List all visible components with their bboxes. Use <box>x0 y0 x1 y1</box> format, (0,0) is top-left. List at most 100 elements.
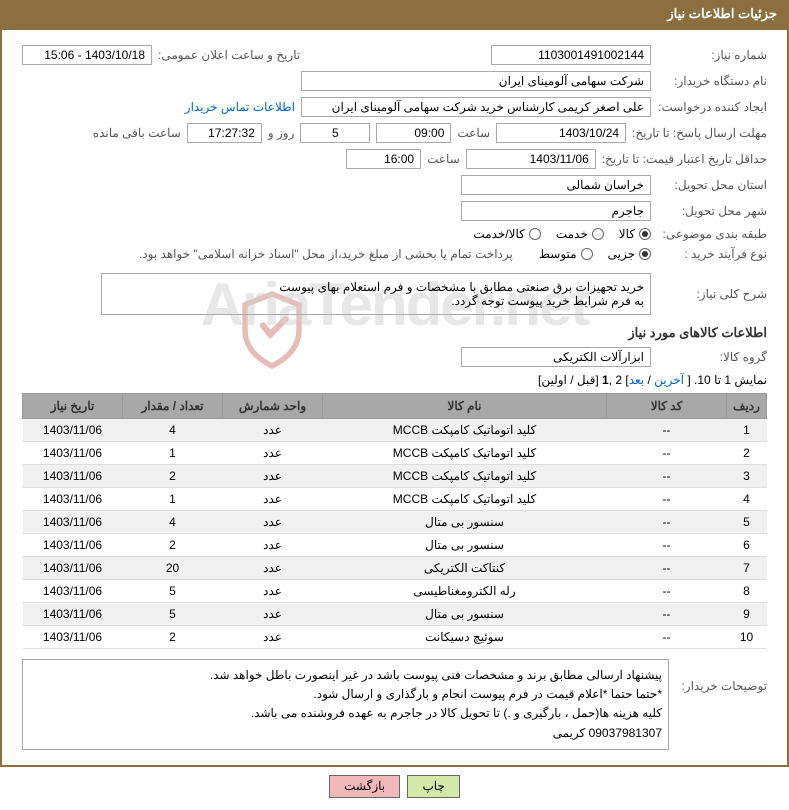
table-cell: 9 <box>727 603 767 626</box>
category-label: طبقه بندی موضوعی: <box>657 227 767 241</box>
table-cell: 1403/11/06 <box>23 419 123 442</box>
table-row: 5--سنسور بی متالعدد41403/11/06 <box>23 511 767 534</box>
province-value: خراسان شمالی <box>461 175 651 195</box>
radio-both[interactable]: کالا/خدمت <box>473 227 540 241</box>
table-row: 6--سنسور بی متالعدد21403/11/06 <box>23 534 767 557</box>
process-note: پرداخت تمام یا بخشی از مبلغ خرید،از محل … <box>139 247 513 261</box>
table-cell: -- <box>607 626 727 649</box>
pag-current: 1 <box>602 373 609 387</box>
buyer-org-value: شرکت سهامی آلومینای ایران <box>301 71 651 91</box>
table-cell: 2 <box>123 534 223 557</box>
table-cell: -- <box>607 442 727 465</box>
table-cell: سوئیچ دسیکانت <box>323 626 607 649</box>
table-cell: 1403/11/06 <box>23 626 123 649</box>
pag-next-link[interactable]: بعد <box>629 373 644 387</box>
table-cell: 2 <box>123 626 223 649</box>
table-cell: 8 <box>727 580 767 603</box>
table-cell: -- <box>607 419 727 442</box>
table-row: 1--کلید اتوماتیک کامپکت MCCBعدد41403/11/… <box>23 419 767 442</box>
table-cell: -- <box>607 511 727 534</box>
time-label-2: ساعت <box>427 152 460 166</box>
days-and-label: روز و <box>268 126 295 140</box>
table-cell: عدد <box>223 488 323 511</box>
table-cell: 5 <box>727 511 767 534</box>
buyer-note-line: 09037981307 کریمی <box>29 724 662 743</box>
table-cell: 4 <box>123 419 223 442</box>
table-row: 8--رله الکترومغناطیسیعدد51403/11/06 <box>23 580 767 603</box>
table-header-row: ردیف کد کالا نام کالا واحد شمارش تعداد /… <box>23 394 767 419</box>
th-unit: واحد شمارش <box>223 394 323 419</box>
table-cell: -- <box>607 465 727 488</box>
table-cell: 1403/11/06 <box>23 534 123 557</box>
table-cell: عدد <box>223 626 323 649</box>
goods-table: ردیف کد کالا نام کالا واحد شمارش تعداد /… <box>22 393 767 649</box>
table-row: 2--کلید اتوماتیک کامپکت MCCBعدد11403/11/… <box>23 442 767 465</box>
summary-box: خرید تجهیزات برق صنعتی مطابق با مشخصات و… <box>101 273 651 315</box>
buyer-contact-link[interactable]: اطلاعات تماس خریدار <box>185 100 295 114</box>
table-cell: سنسور بی متال <box>323 511 607 534</box>
radio-empty-icon <box>529 228 541 240</box>
table-row: 9--سنسور بی متالعدد51403/11/06 <box>23 603 767 626</box>
table-cell: کلید اتوماتیک کامپکت MCCB <box>323 488 607 511</box>
radio-empty-icon <box>592 228 604 240</box>
table-cell: عدد <box>223 534 323 557</box>
table-row: 4--کلید اتوماتیک کامپکت MCCBعدد11403/11/… <box>23 488 767 511</box>
table-cell: 1403/11/06 <box>23 442 123 465</box>
table-cell: 1403/11/06 <box>23 580 123 603</box>
radio-dot-icon <box>639 248 651 260</box>
table-cell: کلید اتوماتیک کامپکت MCCB <box>323 442 607 465</box>
buyer-note-line: کلیه هزینه ها(حمل ، بارگیری و .) تا تحوی… <box>29 704 662 723</box>
group-value: ابزارآلات الکتریکی <box>461 347 651 367</box>
process-radio-group: جزیی متوسط <box>539 247 651 261</box>
need-number-label: شماره نیاز: <box>657 48 767 62</box>
table-cell: کلید اتوماتیک کامپکت MCCB <box>323 419 607 442</box>
table-cell: 20 <box>123 557 223 580</box>
print-button[interactable]: چاپ <box>407 775 459 798</box>
th-row: ردیف <box>727 394 767 419</box>
table-cell: 1 <box>123 442 223 465</box>
table-cell: 7 <box>727 557 767 580</box>
radio-partial[interactable]: جزیی <box>608 247 651 261</box>
radio-service[interactable]: خدمت <box>556 227 604 241</box>
main-content: AriaTender.net شماره نیاز: 1103001491002… <box>0 28 789 767</box>
buyer-org-label: نام دستگاه خریدار: <box>657 74 767 88</box>
table-cell: 4 <box>123 511 223 534</box>
table-row: 3--کلید اتوماتیک کامپکت MCCBعدد21403/11/… <box>23 465 767 488</box>
back-button[interactable]: بازگشت <box>329 775 400 798</box>
table-cell: 6 <box>727 534 767 557</box>
city-value: جاجرم <box>461 201 651 221</box>
table-cell: 1403/11/06 <box>23 511 123 534</box>
remaining-label: ساعت باقی مانده <box>93 126 181 140</box>
page-header: جزئیات اطلاعات نیاز <box>0 0 789 28</box>
province-label: استان محل تحویل: <box>657 178 767 192</box>
page-title: جزئیات اطلاعات نیاز <box>667 6 777 21</box>
table-cell: کنتاکت الکتریکی <box>323 557 607 580</box>
radio-goods[interactable]: کالا <box>619 227 651 241</box>
table-cell: -- <box>607 603 727 626</box>
th-qty: تعداد / مقدار <box>123 394 223 419</box>
announce-value: 1403/10/18 - 15:06 <box>22 45 152 65</box>
table-cell: رله الکترومغناطیسی <box>323 580 607 603</box>
table-cell: 1403/11/06 <box>23 603 123 626</box>
table-cell: 2 <box>123 465 223 488</box>
summary-line1: خرید تجهیزات برق صنعتی مطابق با مشخصات و… <box>108 280 644 294</box>
table-cell: 3 <box>727 465 767 488</box>
radio-medium[interactable]: متوسط <box>539 247 593 261</box>
table-cell: -- <box>607 488 727 511</box>
table-cell: -- <box>607 557 727 580</box>
group-label: گروه کالا: <box>657 350 767 364</box>
button-row: چاپ بازگشت <box>0 767 789 802</box>
countdown-timer: 17:27:32 <box>187 123 262 143</box>
table-cell: عدد <box>223 442 323 465</box>
deadline-time: 09:00 <box>376 123 451 143</box>
table-cell: عدد <box>223 511 323 534</box>
pag-last-link[interactable]: آخرین <box>654 373 684 387</box>
buyer-note-line: *حتما حتما *اعلام قیمت در فرم پیوست انجا… <box>29 685 662 704</box>
table-cell: 1403/11/06 <box>23 465 123 488</box>
pagination: نمایش 1 تا 10. [ آخرین / بعد] 2 ,1 [قبل … <box>22 373 767 387</box>
table-cell: 5 <box>123 603 223 626</box>
table-cell: 5 <box>123 580 223 603</box>
table-row: 10--سوئیچ دسیکانتعدد21403/11/06 <box>23 626 767 649</box>
summary-label: شرح کلی نیاز: <box>657 287 767 301</box>
radio-empty-icon <box>581 248 593 260</box>
